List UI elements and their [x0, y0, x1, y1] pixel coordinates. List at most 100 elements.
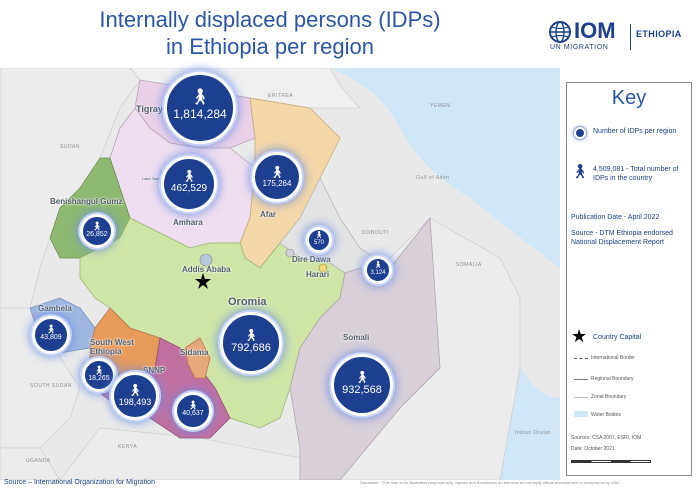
- walking-person-icon: 🚶︎: [314, 232, 324, 239]
- walking-person-icon: 🚶︎: [269, 165, 285, 179]
- key-idp-dot-icon: [574, 127, 586, 139]
- logo-mark: IOM: [574, 18, 616, 43]
- somali-label: Somali: [343, 333, 370, 342]
- key-zonal-boundary-line: [574, 397, 588, 398]
- iom-globe-icon: [549, 21, 571, 43]
- snnp-label: SNNP: [143, 366, 166, 375]
- map-key: Key Number of IDPs per region 🚶︎ 4,509,0…: [566, 82, 692, 476]
- walking-person-icon: 🚶︎: [373, 262, 383, 269]
- key-regional-boundary-line: [574, 379, 588, 380]
- walking-person-icon: 🚶︎: [354, 370, 370, 384]
- dire-dawa-region: [285, 248, 295, 258]
- logo-subtitle: UN MIGRATION: [550, 44, 609, 51]
- bubble-value: 3,124: [370, 270, 386, 276]
- bubble-value: 792,686: [231, 342, 271, 354]
- eritrea-label: ERITREA: [268, 93, 294, 99]
- key-walking-person-icon: 🚶︎: [571, 163, 589, 179]
- benishangul-label: Benishangul Gumz: [50, 197, 123, 206]
- logo-separator: [630, 24, 631, 50]
- key-water-bodies: Water Bodies: [591, 412, 621, 418]
- key-publication: Publication Date - April 2022: [571, 214, 660, 221]
- dire-dawa-label: Dire Dawa: [292, 255, 331, 264]
- amhara-label: Amhara: [173, 218, 203, 227]
- bubble-sidama: 🚶︎ 40,637: [174, 392, 212, 430]
- gulf-of-aden-water: [430, 144, 560, 208]
- title-line-1: Internally displaced persons (IDPs): [99, 7, 441, 32]
- bubble-amhara: 🚶︎ 462,529: [161, 156, 217, 212]
- key-title: Key: [611, 87, 647, 109]
- sudan-label: SUDAN: [60, 144, 81, 150]
- logo-country: ETHIOPIA: [636, 29, 682, 39]
- bubble-value: 18,265: [88, 375, 110, 382]
- kenya-land: [59, 427, 341, 480]
- harari-label: Harari: [306, 270, 330, 279]
- walking-person-icon: 🚶︎: [181, 169, 197, 183]
- uganda-label: UGANDA: [26, 458, 51, 464]
- addis-ababa-label: Addis Ababa: [182, 265, 231, 274]
- bubble-value: 462,529: [170, 183, 208, 194]
- somalia-label: SOMALIA: [456, 262, 482, 268]
- iom-logo: IOM UN MIGRATION ETHIOPIA: [548, 20, 698, 54]
- bubble-value: 43,809: [40, 334, 62, 341]
- gambela-label: Gambela: [38, 304, 72, 313]
- key-international-border: International Border: [591, 355, 635, 361]
- walking-person-icon: 🚶︎: [127, 383, 143, 397]
- yemen-label: YEMEN: [430, 103, 451, 109]
- harari-region: [318, 263, 328, 273]
- bubble-snnp: 🚶︎ 198,493: [111, 372, 159, 420]
- bubble-afar: 🚶︎ 175,264: [252, 152, 302, 202]
- bubble-value: 1,814,284: [173, 107, 227, 121]
- key-capital: Country Capital: [593, 334, 642, 341]
- bubble-value: 932,568: [342, 384, 382, 396]
- footer-source: Source – International Organization for …: [4, 479, 155, 486]
- bubble-dire-dawa: 🚶︎ 570: [306, 227, 332, 253]
- bubble-somali: 🚶︎ 932,568: [331, 354, 393, 416]
- key-capital-star-icon: ★: [571, 326, 588, 346]
- capital-star-icon: [195, 273, 211, 289]
- bubble-value: 570: [313, 240, 324, 246]
- ethiopia-map: [0, 68, 560, 480]
- walking-person-icon: 🚶︎: [91, 221, 103, 231]
- bubble-value: 198,493: [118, 397, 152, 407]
- key-date: Date: October 2021: [571, 446, 615, 452]
- walking-person-icon: 🚶︎: [93, 365, 105, 375]
- key-idps-per-region: Number of IDPs per region: [593, 128, 677, 135]
- key-total: 4,509,081 - Total number of IDPs in the …: [593, 166, 679, 182]
- map-title: Internally displaced persons (IDPs) in E…: [60, 6, 480, 60]
- key-zonal-boundary: Zonal Boundary: [591, 394, 627, 400]
- kenya-label: KENYA: [118, 444, 138, 450]
- key-water-swatch: [574, 411, 588, 417]
- walking-person-icon: 🚶︎: [243, 328, 259, 342]
- walking-person-icon: 🚶︎: [187, 400, 199, 410]
- indian-ocean-label: Indian Ocean: [515, 430, 551, 436]
- lake-tana-label: Lake Tana: [142, 176, 161, 181]
- oromia-label: Oromia: [228, 296, 267, 308]
- key-source: Source - DTM Ethiopia endorsed National …: [571, 230, 673, 246]
- south-west-label: South West Ethiopia: [90, 338, 134, 356]
- bubble-gambela: 🚶︎ 43,809: [32, 316, 70, 354]
- bubble-tigray: 🚶︎ 1,814,284: [164, 72, 236, 144]
- title-line-2: in Ethiopia per region: [166, 34, 374, 59]
- afar-label: Afar: [260, 210, 277, 219]
- bubble-value: 175,264: [262, 179, 292, 188]
- addis-ababa-region: [199, 253, 213, 267]
- red-sea-water: [330, 68, 560, 268]
- gulf-of-aden-label: Gulf of Aden: [416, 175, 450, 181]
- indian-ocean-water: [500, 368, 560, 480]
- bubble-value: 40,637: [182, 410, 204, 417]
- sidama-label: Sidama: [180, 348, 209, 357]
- key-sources: Sources: CSA 2007, ESRI, IOM: [571, 435, 642, 441]
- uganda-land: [0, 447, 61, 480]
- key-international-border-line: [574, 358, 588, 359]
- bubble-benishangul: 🚶︎ 26,852: [80, 214, 114, 248]
- south-sudan-label: SOUTH SUDAN: [30, 383, 72, 389]
- walking-person-icon: 🚶︎: [189, 89, 211, 106]
- sidama-region: [184, 337, 211, 379]
- bubble-harari: 🚶︎ 3,124: [364, 256, 392, 284]
- key-scale-bar: [571, 460, 651, 463]
- bubble-value: 26,852: [86, 231, 108, 238]
- djibouti-label: DJIBOUTI: [362, 230, 389, 236]
- key-regional-boundary: Regional Boundary: [591, 376, 634, 382]
- footer-disclaimer: Disclaimer : This map is for illustratio…: [360, 480, 620, 485]
- bubble-oromia: 🚶︎ 792,686: [220, 312, 282, 374]
